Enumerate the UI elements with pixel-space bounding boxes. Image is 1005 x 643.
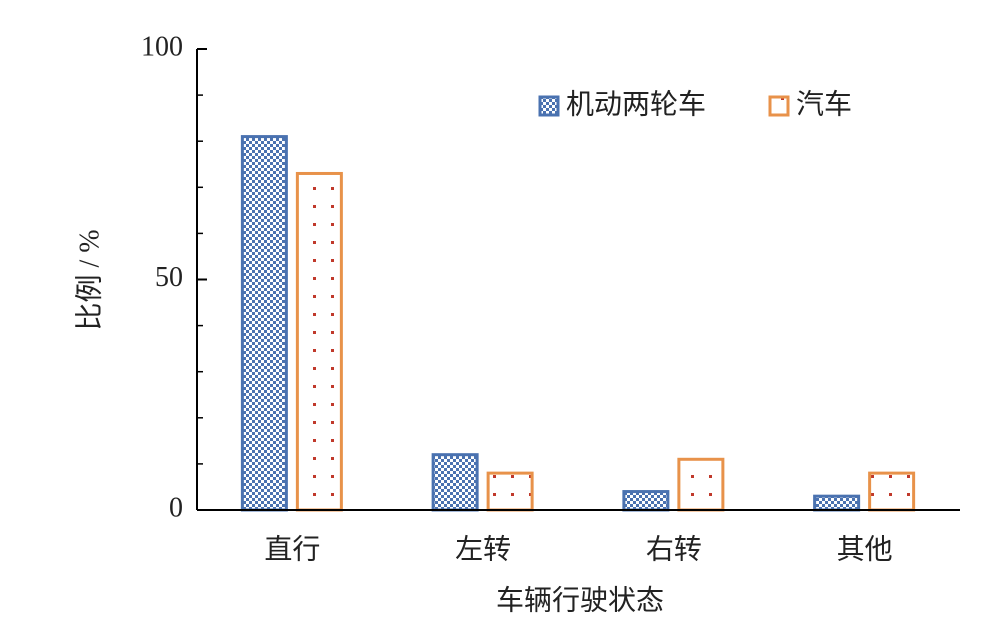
x-axis-label: 车辆行驶状态 xyxy=(496,584,664,616)
y-tick-label: 50 xyxy=(155,262,183,293)
bar xyxy=(868,471,916,512)
y-axis-label: 比例 / % xyxy=(73,229,105,330)
x-tick-label: 右转 xyxy=(646,533,702,565)
legend-swatch xyxy=(538,95,560,117)
x-tick-label: 左转 xyxy=(455,533,511,565)
bar xyxy=(622,490,670,512)
bar xyxy=(486,471,534,512)
legend-swatch xyxy=(768,95,790,117)
legend-label: 汽车 xyxy=(796,88,852,120)
x-tick-label: 直行 xyxy=(264,533,320,565)
bar xyxy=(295,171,343,512)
x-tick-label: 其他 xyxy=(837,533,893,565)
bar xyxy=(240,135,288,512)
y-tick-label: 100 xyxy=(141,31,183,62)
legend-label: 机动两轮车 xyxy=(566,88,706,120)
bar xyxy=(813,494,861,512)
y-tick-label: 0 xyxy=(169,492,183,523)
bar xyxy=(677,457,725,512)
bar xyxy=(431,453,479,512)
